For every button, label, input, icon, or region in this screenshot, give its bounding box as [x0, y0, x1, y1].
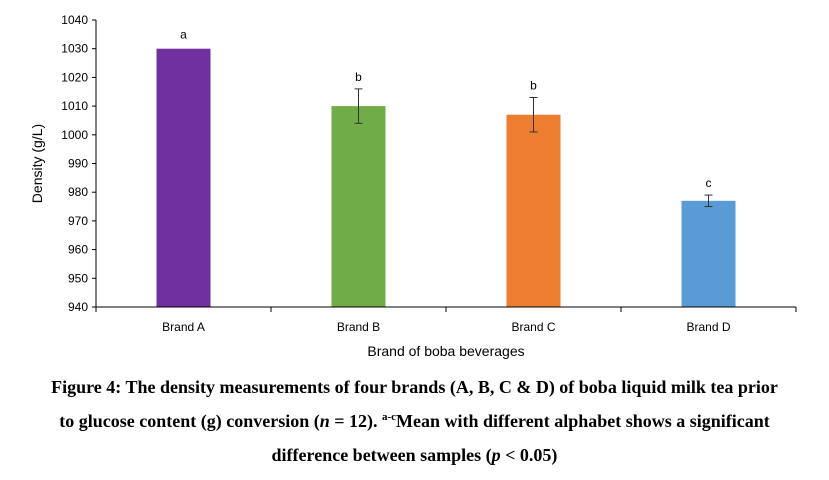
x-axis-ticks: Brand A Brand B Brand C Brand D — [95, 307, 797, 334]
figure-caption: Figure 4: The density measurements of fo… — [0, 370, 829, 472]
y-axis-label: Density (g/L) — [29, 124, 45, 203]
bar — [331, 106, 386, 307]
bar — [506, 114, 561, 308]
caption-text: difference between samples ( — [271, 445, 492, 465]
y-tick-label: 960 — [68, 243, 88, 257]
y-axis-ticks: 940 950 960 970 980 990 1000 1010 1020 1030 1040 — [61, 13, 96, 314]
significance-letters: a b b c — [180, 28, 711, 190]
y-tick-label: 1000 — [61, 128, 88, 142]
caption-text: = 12). — [329, 411, 382, 431]
y-tick-label: 1010 — [61, 99, 88, 113]
x-tick-label: Brand A — [162, 320, 205, 334]
bar — [156, 48, 211, 307]
caption-italic-p: p — [491, 445, 501, 465]
y-tick-label: 940 — [68, 300, 88, 314]
y-tick-label: 1020 — [61, 70, 88, 84]
error-bars — [354, 88, 713, 208]
significance-letter: b — [530, 78, 537, 92]
bar — [681, 200, 736, 307]
caption-italic-n: n — [319, 411, 330, 431]
y-tick-label: 990 — [68, 157, 88, 171]
caption-superscript: a-c — [382, 411, 397, 423]
y-tick-label: 950 — [68, 271, 88, 285]
x-tick-label: Brand B — [337, 320, 380, 334]
x-tick-label: Brand D — [686, 320, 730, 334]
significance-letter: a — [180, 28, 187, 42]
y-tick-label: 970 — [68, 214, 88, 228]
caption-line-3: difference between samples (p < 0.05) — [0, 438, 829, 472]
significance-letter: c — [706, 176, 712, 190]
x-axis-label: Brand of boba beverages — [367, 343, 524, 359]
significance-letter: b — [355, 70, 362, 84]
x-tick-label: Brand C — [511, 320, 555, 334]
caption-line-2: to glucose content (g) conversion (n = 1… — [0, 404, 829, 438]
caption-line-1: Figure 4: The density measurements of fo… — [51, 377, 778, 397]
caption-text: < 0.05) — [500, 445, 558, 465]
y-tick-label: 1040 — [61, 13, 88, 27]
caption-text: to glucose content (g) conversion ( — [59, 411, 320, 431]
y-tick-label: 1030 — [61, 42, 88, 56]
y-tick-label: 980 — [68, 185, 88, 199]
caption-text: Mean with different alphabet shows a sig… — [396, 411, 770, 431]
bars — [156, 48, 736, 308]
bar-chart: 940 950 960 970 980 990 1000 1010 1020 1030 1040 a… — [29, 13, 797, 359]
